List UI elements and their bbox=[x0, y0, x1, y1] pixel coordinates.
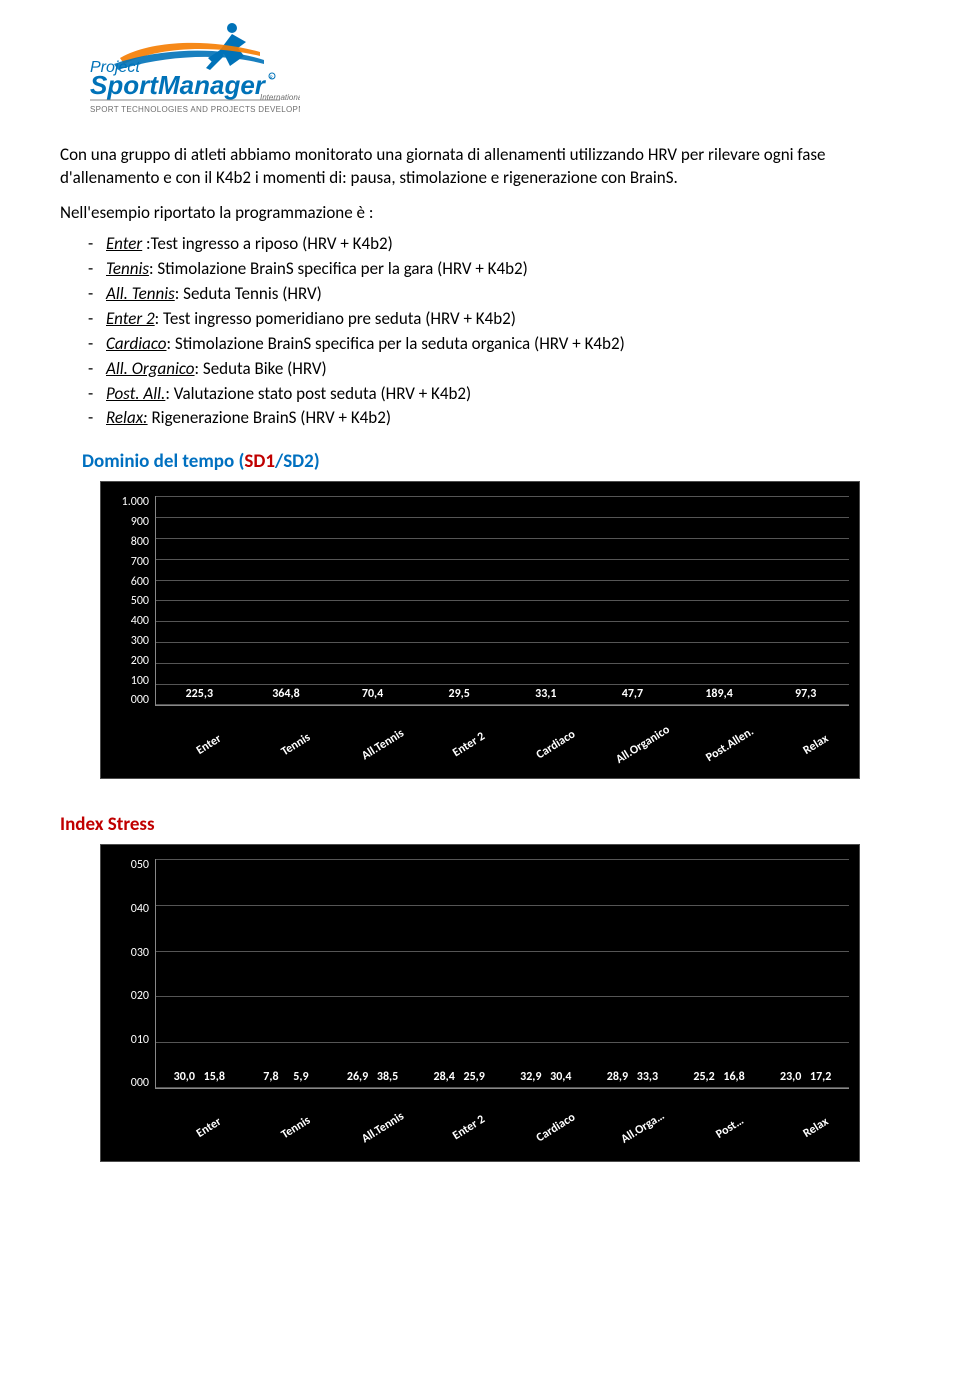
chart2-y-axis: 050040030020010000 bbox=[111, 859, 155, 1089]
chart1-y-axis: 1.000900800700600500400300200100000 bbox=[111, 496, 155, 706]
legend-item: Relax: Rigenerazione BrainS (HRV + K4b2) bbox=[88, 407, 900, 430]
list-intro: Nell'esempio riportato la programmazione… bbox=[60, 202, 900, 223]
svg-text:R: R bbox=[270, 75, 273, 81]
legend-item: All. Tennis: Seduta Tennis (HRV) bbox=[88, 283, 900, 306]
legend-item: Cardiaco: Stimolazione BrainS specifica … bbox=[88, 333, 900, 356]
chart2-title: Index Stress bbox=[60, 813, 900, 836]
svg-text:Sport: Sport bbox=[90, 70, 159, 100]
intro-paragraph: Con una gruppo di atleti abbiamo monitor… bbox=[60, 144, 900, 190]
chart1-title: Dominio del tempo (SD1/SD2) bbox=[82, 450, 900, 473]
chart2: 050040030020010000 30,015,87,85,926,938,… bbox=[100, 844, 860, 1162]
legend-item: Tennis: Stimolazione BrainS specifica pe… bbox=[88, 258, 900, 281]
logo: Project Sport Manager R International SP… bbox=[60, 20, 900, 120]
logo-svg: Project Sport Manager R International SP… bbox=[60, 20, 300, 120]
legend-item: Enter :Test ingresso a riposo (HRV + K4b… bbox=[88, 233, 900, 256]
legend-list: Enter :Test ingresso a riposo (HRV + K4b… bbox=[60, 233, 900, 431]
chart1: 1.000900800700600500400300200100000 225,… bbox=[100, 481, 860, 779]
legend-item: Post. All.: Valutazione stato post sedut… bbox=[88, 383, 900, 406]
svg-text:Manager: Manager bbox=[158, 70, 267, 100]
svg-text:SPORT TECHNOLOGIES AND PROJECT: SPORT TECHNOLOGIES AND PROJECTS DEVELOPM… bbox=[90, 105, 300, 114]
svg-text:International: International bbox=[260, 93, 300, 102]
legend-item: All. Organico: Seduta Bike (HRV) bbox=[88, 358, 900, 381]
legend-item: Enter 2: Test ingresso pomeridiano pre s… bbox=[88, 308, 900, 331]
chart2-plot: 30,015,87,85,926,938,528,425,932,930,428… bbox=[155, 859, 849, 1089]
chart1-plot: 225,3364,870,429,533,147,7189,497,3 bbox=[155, 496, 849, 706]
